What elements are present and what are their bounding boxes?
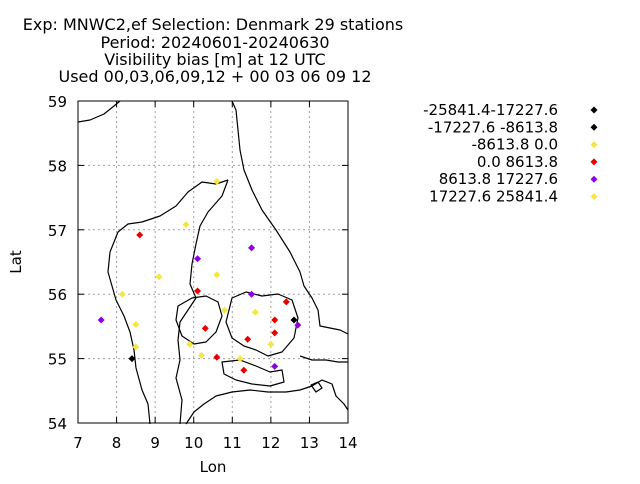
legend-marker — [590, 106, 598, 114]
data-point — [244, 335, 252, 343]
data-point — [194, 287, 202, 295]
data-point — [213, 178, 221, 185]
chart-title: Exp: MNWC2,ef Selection: Denmark 29 stat… — [23, 15, 403, 86]
legend-label: -25841.4-17227.6 — [423, 101, 558, 119]
legend-label: -17227.6 -8613.8 — [428, 118, 558, 136]
data-point — [132, 320, 140, 328]
legend-marker — [590, 158, 598, 166]
data-point — [186, 340, 194, 348]
x-tick-label: 12 — [261, 434, 280, 452]
x-axis-ticks: 7 8 9 10 11 12 13 14 — [73, 101, 358, 452]
plot-frame — [77, 100, 349, 424]
data-point — [136, 231, 144, 239]
legend-label: 0.0 8613.8 — [477, 153, 558, 171]
data-point — [271, 329, 279, 337]
title-line-4: Used 00,03,06,09,12 + 00 03 06 09 12 — [59, 67, 372, 86]
data-point — [201, 324, 209, 332]
data-point — [132, 343, 140, 351]
data-point — [271, 362, 279, 370]
data-point — [118, 290, 126, 298]
title-line-2: Period: 20240601-20240630 — [100, 33, 329, 52]
y-tick-label: 57 — [48, 222, 67, 240]
data-point — [194, 255, 202, 263]
data-point — [282, 298, 290, 306]
x-tick-label: 11 — [223, 434, 242, 452]
y-axis-label: Lat — [7, 250, 25, 274]
x-tick-label: 13 — [300, 434, 319, 452]
data-point — [213, 271, 221, 279]
y-tick-label: 56 — [48, 286, 67, 304]
data-point — [290, 316, 298, 324]
y-tick-label: 55 — [48, 351, 67, 369]
data-point — [97, 316, 105, 324]
data-point — [240, 366, 248, 374]
x-tick-label: 14 — [338, 434, 357, 452]
data-point — [236, 355, 244, 363]
x-tick-label: 7 — [73, 434, 83, 452]
x-tick-label: 10 — [184, 434, 203, 452]
data-point — [248, 290, 256, 298]
data-point — [197, 351, 205, 359]
legend-label: 17227.6 25841.4 — [429, 188, 558, 206]
data-points — [97, 178, 302, 374]
legend-marker — [590, 175, 598, 183]
data-point — [155, 273, 163, 281]
data-point — [221, 306, 229, 314]
data-point — [271, 316, 279, 324]
legend-marker — [590, 193, 598, 200]
x-tick-label: 8 — [112, 434, 122, 452]
legend-label: -8613.8 0.0 — [471, 136, 558, 154]
data-point — [213, 353, 221, 361]
legend-label: 8613.8 17227.6 — [439, 170, 558, 188]
legend: -25841.4-17227.6-17227.6 -8613.8-8613.8 … — [423, 101, 598, 206]
title-line-3: Visibility bias [m] at 12 UTC — [104, 50, 325, 69]
y-tick-label: 54 — [48, 415, 67, 433]
data-point — [251, 308, 259, 316]
legend-marker — [590, 141, 598, 149]
y-tick-label: 59 — [48, 93, 67, 111]
data-point — [128, 355, 136, 363]
legend-marker — [590, 123, 598, 131]
coastline-map — [77, 100, 349, 425]
data-point — [267, 340, 275, 348]
grid-lines — [78, 101, 348, 423]
x-tick-label: 9 — [150, 434, 160, 452]
data-point — [248, 244, 256, 252]
y-axis-ticks: 54 55 56 57 58 59 — [48, 93, 348, 433]
x-axis-label: Lon — [200, 458, 227, 476]
data-point — [182, 221, 190, 229]
data-point — [294, 321, 302, 329]
title-line-1: Exp: MNWC2,ef Selection: Denmark 29 stat… — [23, 15, 403, 34]
y-tick-label: 58 — [48, 157, 67, 175]
